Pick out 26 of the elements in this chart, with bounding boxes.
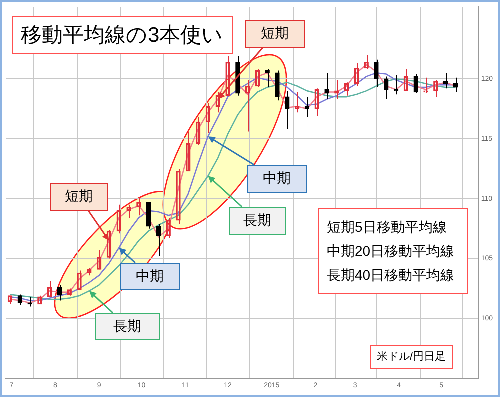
candlestick [453, 77, 458, 93]
candlestick [384, 76, 389, 100]
text: 移動平均線の3本使い [12, 16, 233, 54]
candlestick [18, 294, 22, 306]
candlestick [156, 224, 162, 257]
annotation: 長期40日移動平均線 [327, 266, 456, 285]
annotation: 短期 [245, 20, 305, 48]
candlestick [394, 74, 399, 96]
candlestick [285, 90, 290, 130]
candlestick [443, 72, 448, 90]
annotation: 米ドル/円日足 [377, 350, 446, 365]
candlestick [265, 69, 270, 88]
annotation: 中期 [120, 263, 180, 290]
annotation: 短期5日移動平均線 [327, 218, 448, 237]
candlestick [374, 59, 379, 88]
candlestick [304, 96, 310, 118]
candlestick [324, 72, 330, 100]
candlestick [146, 202, 152, 230]
annotation: 短期 [50, 183, 108, 211]
annotation: 中期 [247, 165, 307, 193]
candlestick [57, 284, 62, 302]
annotation: 長期 [229, 207, 286, 235]
annotation: 長期 [95, 313, 160, 340]
annotation: 中期20日移動平均線 [327, 242, 456, 261]
candlestick [414, 74, 418, 94]
candlestick [275, 70, 280, 102]
